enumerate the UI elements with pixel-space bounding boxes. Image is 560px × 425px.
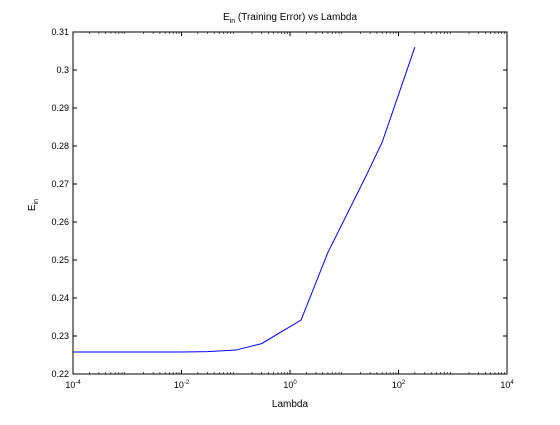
x-tick-label-base: 10 (283, 380, 293, 390)
plot-area-frame (72, 31, 508, 375)
chart-title-sub: in (230, 18, 236, 25)
y-axis-label-sub: in (33, 199, 40, 205)
y-tick-label: 0.26 (51, 217, 69, 227)
y-axis-label: Ein (27, 199, 40, 211)
x-tick-label-exp: 0 (293, 380, 297, 386)
y-tick-label: 0.31 (51, 27, 69, 37)
y-axis-label-main: E (27, 204, 38, 211)
chart-title-main: E (223, 12, 230, 23)
x-tick-label: 10-4 (65, 380, 81, 390)
x-tick-label-base: 10 (392, 380, 402, 390)
x-axis-label: Lambda (272, 399, 309, 410)
x-tick-label-exp: 2 (402, 380, 406, 386)
chart-title: Ein (Training Error) vs Lambda (223, 12, 357, 25)
y-tick-label: 0.27 (51, 179, 69, 189)
y-tick-label: 0.29 (51, 103, 69, 113)
x-tick-label-base: 10 (65, 380, 75, 390)
x-tick-label: 104 (500, 380, 514, 390)
x-tick-label: 100 (283, 380, 297, 390)
y-tick-label: 0.25 (51, 255, 69, 265)
x-tick-label: 102 (392, 380, 406, 390)
chart-title-rest: (Training Error) vs Lambda (235, 12, 357, 23)
series-line (73, 47, 416, 353)
x-tick-label: 10-2 (174, 380, 190, 390)
x-tick-label-exp: 4 (510, 380, 514, 386)
y-tick-label: 0.23 (51, 331, 69, 341)
x-tick-label-exp: -4 (75, 380, 81, 386)
x-tick-label-base: 10 (500, 380, 510, 390)
x-tick-label-base: 10 (174, 380, 184, 390)
x-tick-label-exp: -2 (184, 380, 190, 386)
series-layer (73, 47, 416, 353)
y-tick-label: 0.28 (51, 141, 69, 151)
y-tick-label: 0.24 (51, 293, 69, 303)
y-tick-label: 0.3 (56, 65, 69, 75)
y-tick-label: 0.22 (51, 369, 69, 379)
